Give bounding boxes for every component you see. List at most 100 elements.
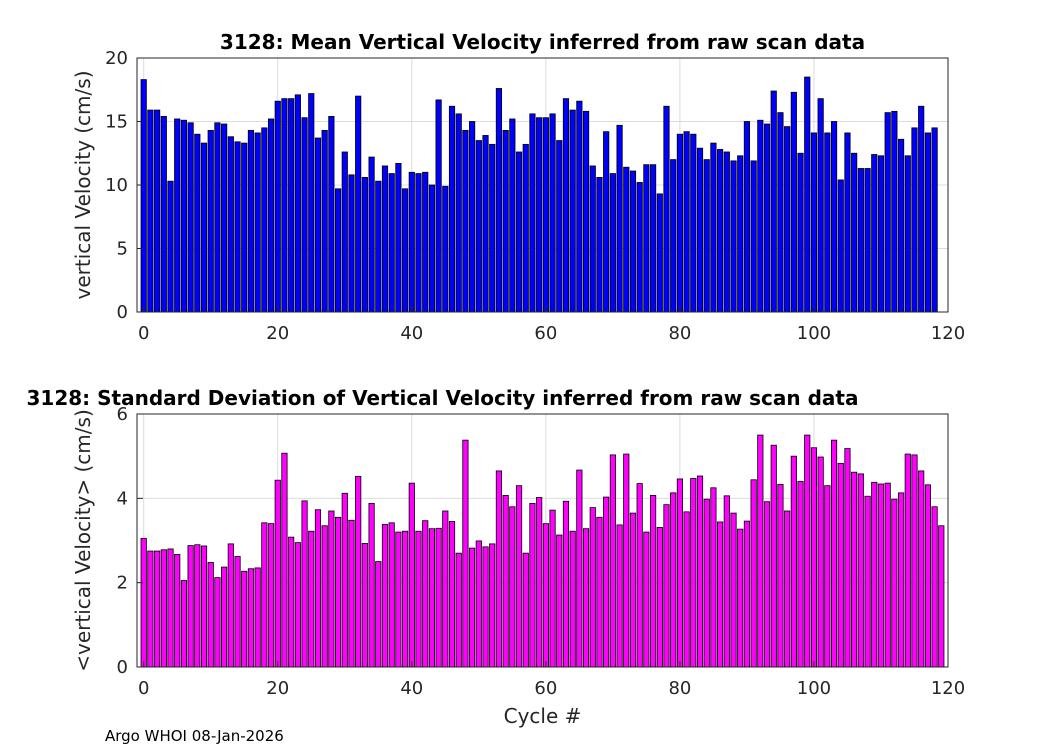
bar <box>616 124 623 313</box>
bar <box>757 434 764 668</box>
bar <box>294 94 301 313</box>
bar <box>817 456 824 668</box>
bar <box>790 455 797 668</box>
bar <box>234 556 241 668</box>
bar <box>643 164 650 313</box>
bar <box>495 88 503 313</box>
x-tick-label: 80 <box>668 323 691 344</box>
bar <box>267 523 275 668</box>
bar <box>924 484 931 668</box>
bar <box>509 118 516 313</box>
x-tick-label: 80 <box>668 678 691 699</box>
bar <box>415 530 422 668</box>
bar <box>837 462 844 668</box>
bar <box>328 116 335 313</box>
bar <box>288 536 295 668</box>
bar <box>569 530 576 668</box>
bar <box>851 152 858 313</box>
bar <box>281 98 288 313</box>
y-tick-label: 0 <box>117 657 128 678</box>
x-tick-label: 100 <box>797 323 831 344</box>
bar <box>589 507 596 668</box>
bar <box>167 180 174 313</box>
bar <box>797 481 804 668</box>
bar <box>361 543 368 668</box>
bar <box>234 141 241 313</box>
bar <box>690 478 697 668</box>
bar <box>569 109 576 313</box>
bar <box>717 149 724 313</box>
bar <box>194 133 201 313</box>
bar <box>576 100 583 313</box>
bar <box>542 523 549 668</box>
bar <box>428 184 435 313</box>
footer-credit: Argo WHOI 08-Jan-2026 <box>105 727 284 745</box>
bar <box>435 99 442 313</box>
x-tick-label: 60 <box>534 678 557 699</box>
bar <box>549 509 556 668</box>
bar <box>140 537 147 668</box>
bar <box>448 521 456 668</box>
bar <box>482 135 489 313</box>
bar <box>683 131 690 313</box>
mean-velocity-plot: 0 20 40 60 80 100 120 0 5 10 15 20 3128: Mean Verti… <box>71 30 965 344</box>
bar <box>288 98 295 313</box>
bar <box>294 542 301 668</box>
x-tick-label: 20 <box>266 323 289 344</box>
bar <box>301 117 308 313</box>
bar <box>522 552 529 668</box>
bar <box>227 136 234 313</box>
bar <box>737 528 744 668</box>
bar <box>743 520 750 668</box>
bar <box>696 475 704 668</box>
bar <box>918 470 925 668</box>
bar <box>448 105 456 313</box>
x-tick-label: 20 <box>266 678 289 699</box>
bar <box>529 113 536 313</box>
bar <box>388 173 395 313</box>
bar <box>864 495 871 668</box>
bar <box>174 118 181 313</box>
bar <box>415 173 422 313</box>
bar <box>502 494 509 668</box>
bar <box>844 448 851 668</box>
bar <box>609 454 616 668</box>
bar <box>462 129 469 313</box>
bar <box>422 520 429 668</box>
bar <box>321 525 328 668</box>
y-tick-label: 20 <box>105 48 128 69</box>
bar <box>777 112 784 313</box>
y-tick-label: 15 <box>105 112 128 133</box>
bar <box>864 168 871 313</box>
bar <box>180 580 188 668</box>
bar <box>247 568 255 668</box>
bar <box>515 485 523 668</box>
bar <box>361 176 368 313</box>
bar <box>334 516 342 668</box>
bar <box>254 567 261 668</box>
bar <box>804 434 811 668</box>
x-tick-label: 0 <box>138 678 149 699</box>
bar <box>147 109 154 313</box>
bar <box>898 492 905 668</box>
bar <box>717 521 724 668</box>
bar <box>609 173 616 313</box>
bar <box>536 497 543 668</box>
bar <box>703 159 710 313</box>
bar <box>670 159 677 313</box>
bar <box>891 498 898 668</box>
bar <box>475 140 482 313</box>
bar <box>582 110 590 313</box>
bar <box>562 98 570 313</box>
bar <box>482 546 489 668</box>
bar <box>428 528 435 668</box>
bar <box>348 174 355 313</box>
x-tick-label: 40 <box>400 323 423 344</box>
bar <box>194 544 201 668</box>
bar <box>321 129 328 313</box>
bar <box>509 506 516 668</box>
bar <box>723 495 730 668</box>
bar <box>549 113 556 313</box>
bar <box>395 531 402 668</box>
bar <box>489 543 496 668</box>
